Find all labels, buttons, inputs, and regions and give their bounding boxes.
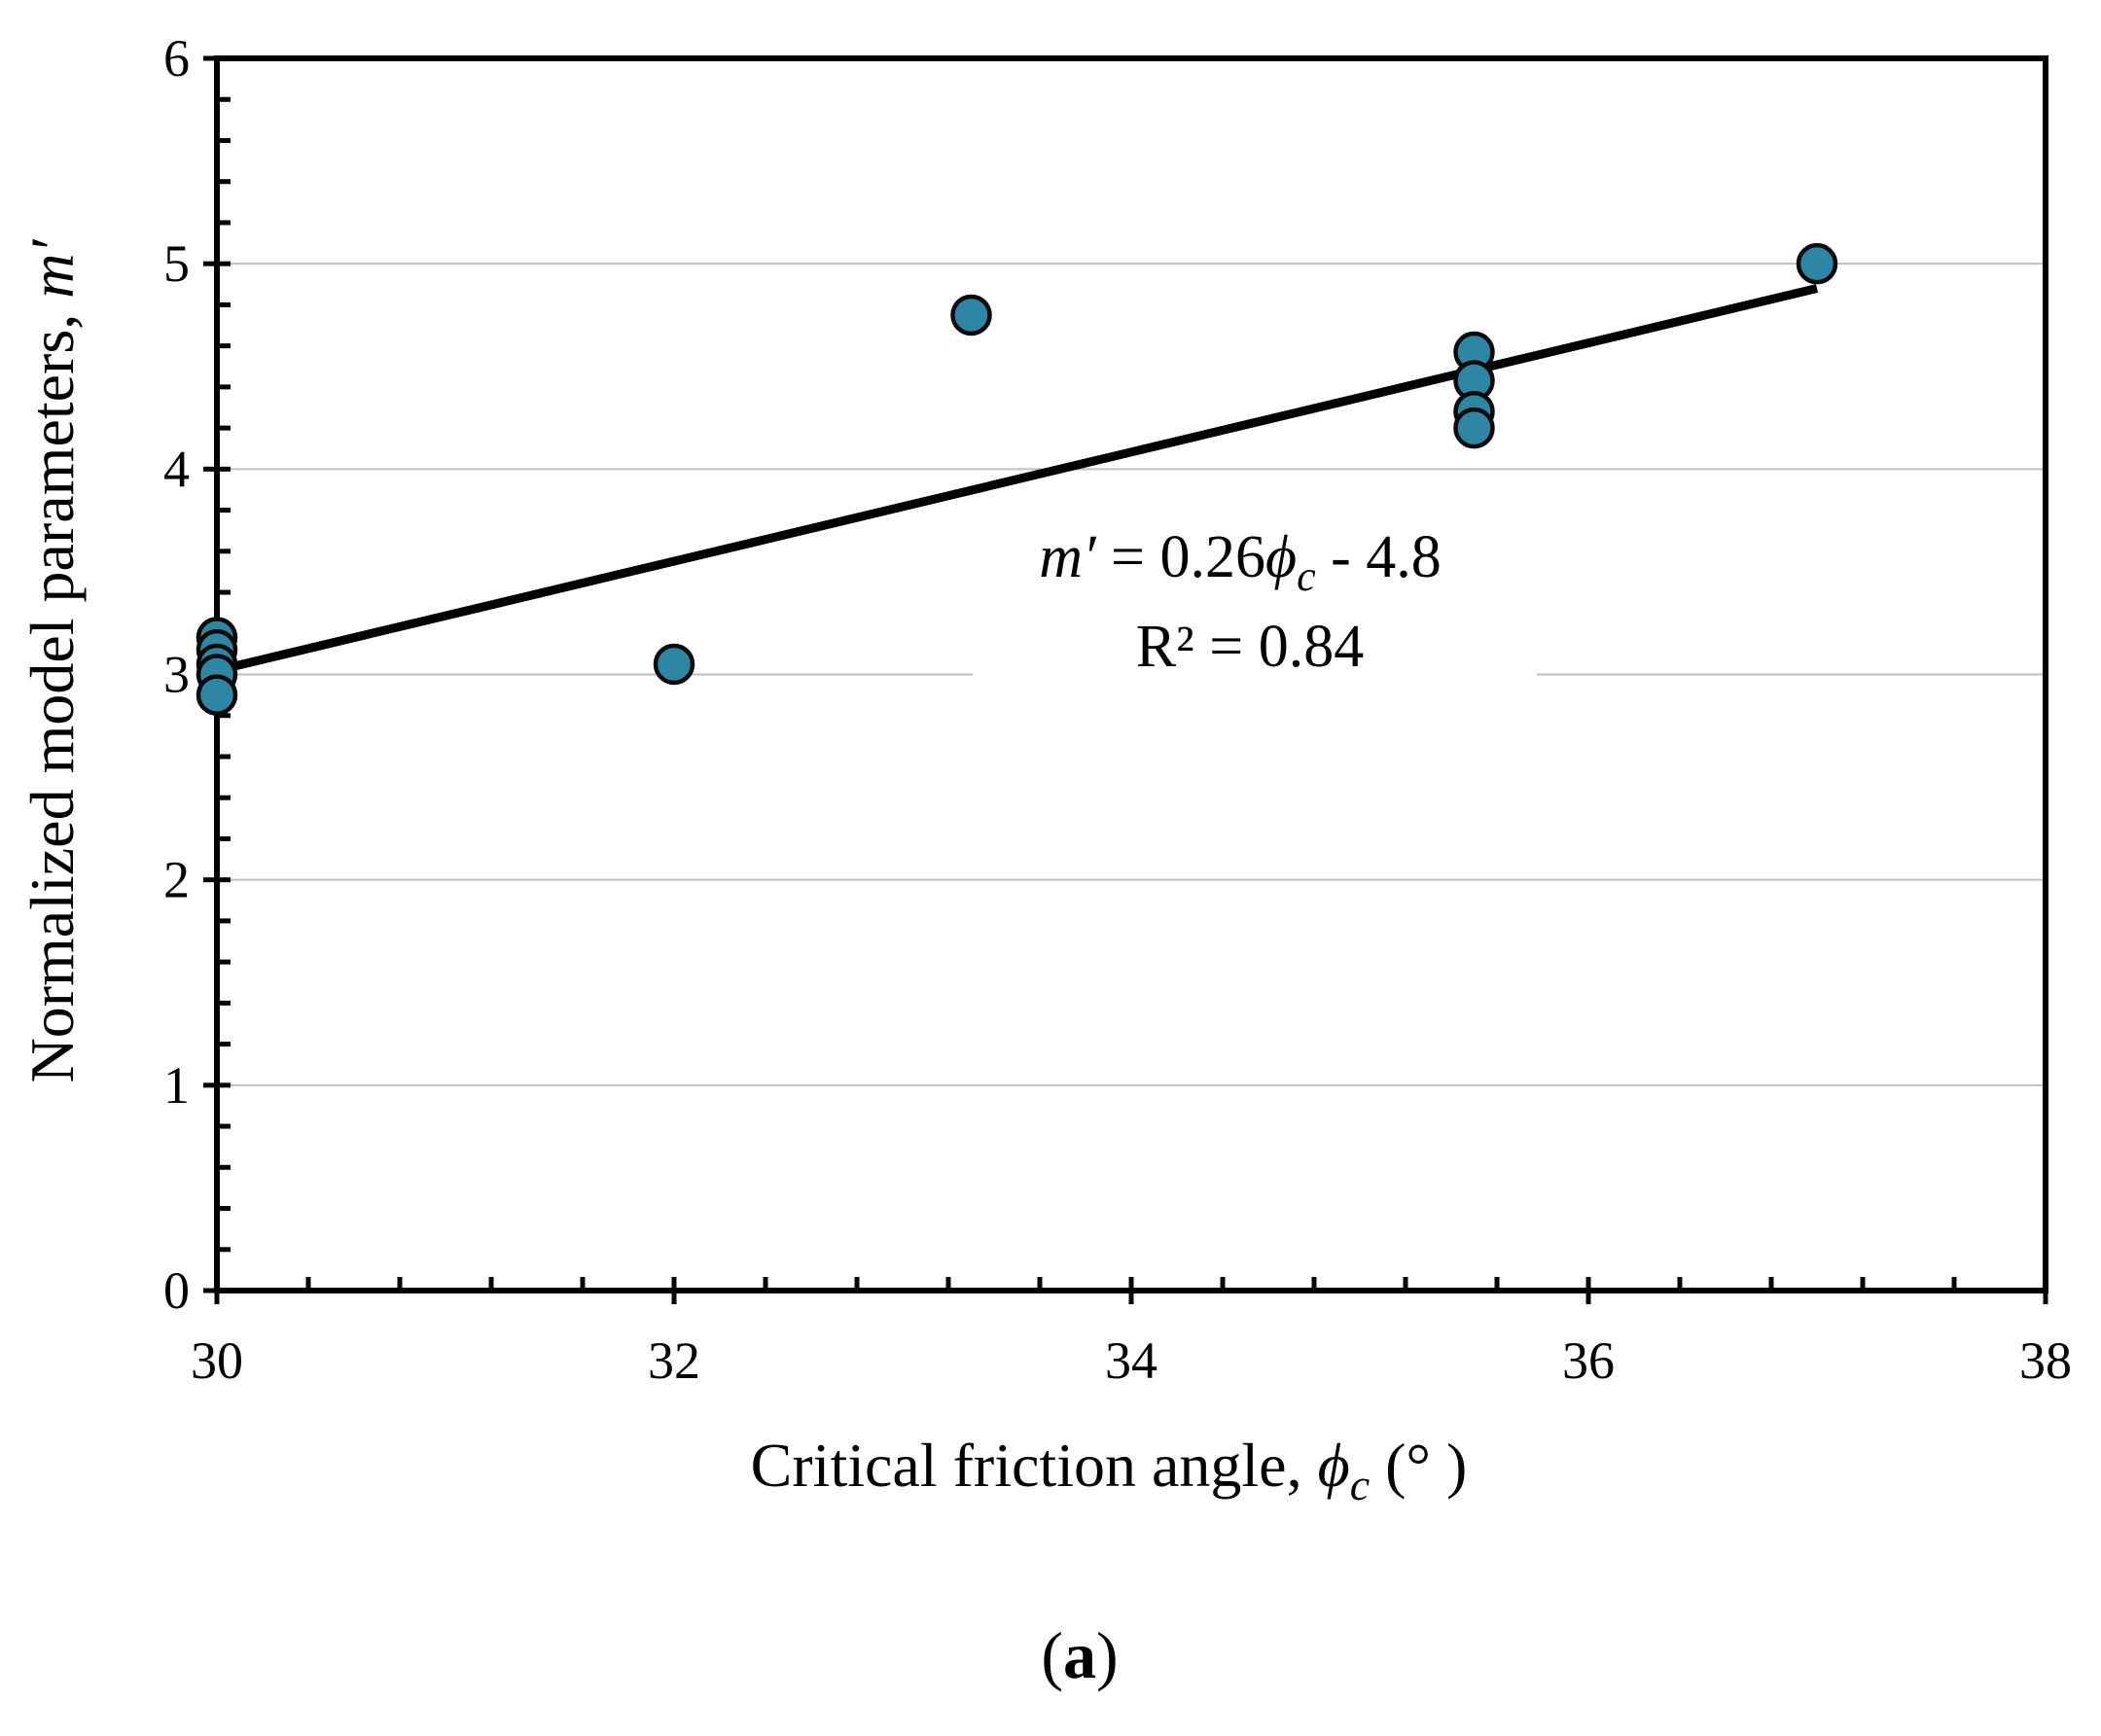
data-points xyxy=(196,242,1838,716)
y-tick-label: 6 xyxy=(163,29,190,88)
x-tick-label: 30 xyxy=(191,1331,243,1390)
y-tick-label: 3 xyxy=(163,646,190,704)
x-axis-title-unit: (° ) xyxy=(1370,1431,1467,1500)
trendline-group xyxy=(215,284,1819,675)
axis-ticks xyxy=(203,55,2048,1304)
x-axis-title: Critical friction angle, ϕc (° ) xyxy=(751,1431,1468,1509)
r-squared-label: R² = 0.84 xyxy=(1136,614,1364,680)
x-tick-label: 32 xyxy=(648,1331,700,1390)
data-point xyxy=(950,294,992,337)
x-axis-title-prefix: Critical friction angle, xyxy=(751,1431,1318,1500)
data-point xyxy=(653,643,695,686)
y-axis-title-text: Normalized model parameters, xyxy=(18,299,87,1083)
y-axis-title: Normalized model parameters, m′ xyxy=(18,239,87,1083)
panel-label-close: ) xyxy=(1096,1618,1119,1692)
panel-label: (a) xyxy=(1041,1618,1118,1692)
equation-background xyxy=(973,515,1537,681)
data-point xyxy=(1796,242,1838,285)
y-tick-label: 2 xyxy=(163,851,190,909)
x-axis-title-symbol: ϕ xyxy=(1318,1431,1350,1500)
y-tick-label: 5 xyxy=(163,234,190,293)
x-tick-label: 38 xyxy=(2019,1331,2072,1390)
x-axis-title-subscript: c xyxy=(1350,1460,1370,1509)
x-tick-label: 34 xyxy=(1105,1331,1157,1390)
y-tick-label: 0 xyxy=(163,1261,190,1320)
y-tick-label: 4 xyxy=(163,440,190,498)
equation-symbol: ϕ xyxy=(1265,524,1297,590)
y-tick-label: 1 xyxy=(163,1056,190,1115)
data-point xyxy=(196,674,238,716)
equation-rhs: - 4.8 xyxy=(1316,524,1442,590)
x-tick-label: 36 xyxy=(1562,1331,1615,1390)
equation-middle: = 0.26 xyxy=(1096,524,1265,590)
panel-label-letter: a xyxy=(1063,1618,1096,1692)
trendline-equation: m′ = 0.26ϕc - 4.8 xyxy=(1039,524,1442,600)
y-axis-title-symbol: m′ xyxy=(18,239,87,299)
equation-lhs: m′ xyxy=(1039,524,1097,590)
data-point xyxy=(1453,407,1495,449)
panel-label-open: ( xyxy=(1041,1618,1063,1692)
equation-subscript: c xyxy=(1297,552,1316,600)
trendline xyxy=(215,284,1819,675)
